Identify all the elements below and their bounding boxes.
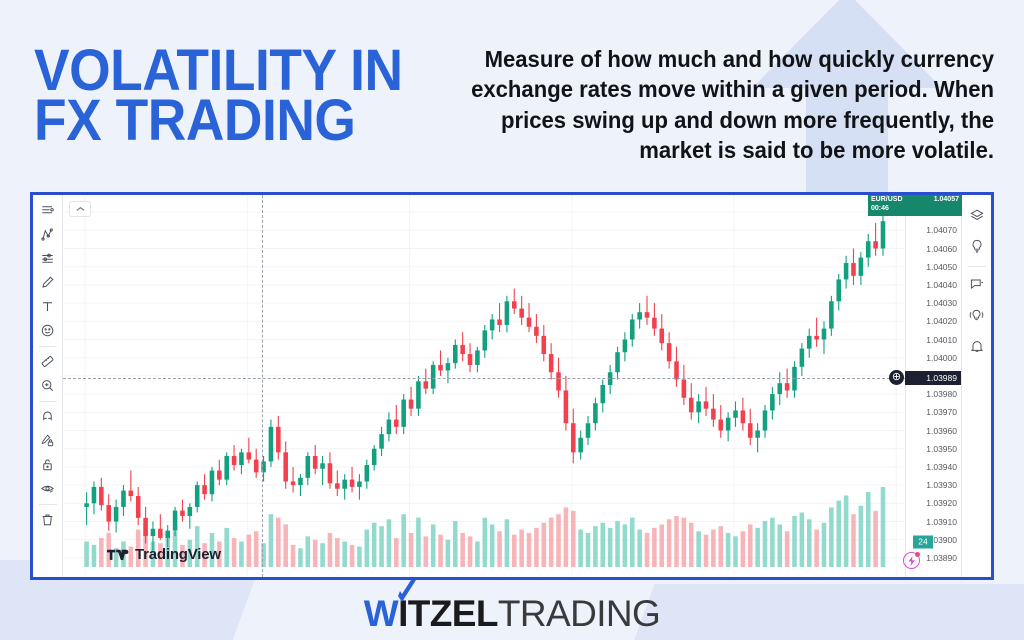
- price-tick-label: 1.03900: [926, 534, 957, 545]
- lightning-bolt-icon: [908, 555, 915, 566]
- brush-icon[interactable]: [36, 271, 60, 294]
- ideas-lightbulb-icon[interactable]: [965, 232, 989, 260]
- tradingview-logo[interactable]: TradingView: [107, 546, 221, 563]
- price-tick-label: 1.03920: [926, 498, 957, 509]
- price-tick-label: 1.03950: [926, 443, 957, 454]
- price-tick-label: 1.04060: [926, 243, 957, 254]
- alert-bell-icon[interactable]: [965, 332, 989, 360]
- logo-w-letter: W: [363, 593, 399, 634]
- broadcast-ideas-icon[interactable]: [965, 301, 989, 329]
- price-tick-label: 1.04070: [926, 225, 957, 236]
- watchlist-layers-icon[interactable]: [965, 201, 989, 229]
- check-arrow-icon: [397, 580, 416, 602]
- logo-trading: TRADING: [497, 593, 661, 634]
- price-tick-label: 1.03980: [926, 389, 957, 400]
- price-tick-label: 1.03960: [926, 425, 957, 436]
- toolbar-divider: [38, 346, 57, 347]
- chart-left-toolbar: [33, 195, 63, 577]
- toolbar-divider: [38, 504, 57, 505]
- trash-icon[interactable]: [36, 508, 60, 531]
- tradingview-logo-text: TradingView: [135, 546, 221, 563]
- bar-countdown-badge: 24: [913, 535, 933, 549]
- price-tick-label: 1.04030: [926, 298, 957, 309]
- crosshair-vertical-line: [262, 195, 264, 577]
- gann-fibonacci-icon[interactable]: [36, 247, 60, 270]
- notification-dot: [915, 552, 920, 557]
- chat-bubble-icon[interactable]: [965, 270, 989, 298]
- chart-canvas-area[interactable]: TradingView: [63, 195, 920, 577]
- symbol-label: EUR/USD: [871, 196, 903, 203]
- price-tick-label: 1.03930: [926, 480, 957, 491]
- symbol-price-badge: EUR/USD 1.04057 00:46: [868, 195, 962, 216]
- drawing-mode-lock-icon[interactable]: [36, 429, 60, 452]
- price-tick-label: 1.04000: [926, 352, 957, 363]
- replay-bolt-icon[interactable]: [903, 552, 920, 569]
- header: VOLATILITY IN FX TRADING Measure of how …: [0, 0, 1024, 188]
- current-price-badge: ⊕ 1.03989: [889, 369, 961, 385]
- witzel-trading-logo: WITZEL TRADING: [363, 580, 661, 635]
- price-tick-label: 1.03910: [926, 516, 957, 527]
- last-price-label: 1.04057: [933, 196, 959, 203]
- trading-chart-window: TradingView EUR/USD 1.04057 00:46 1.0408…: [30, 192, 994, 580]
- magnet-icon[interactable]: [36, 405, 60, 428]
- zoom-in-icon[interactable]: [36, 374, 60, 397]
- price-tick-label: 1.04050: [926, 261, 957, 272]
- price-tick-label: 1.03940: [926, 461, 957, 472]
- toolbar-divider: [967, 266, 986, 267]
- candlestick-chart[interactable]: [63, 195, 911, 577]
- price-tick-label: 1.04040: [926, 279, 957, 290]
- chart-right-toolbar: [961, 195, 991, 577]
- brand-footer: WITZEL TRADING: [0, 580, 1024, 636]
- text-icon[interactable]: [36, 295, 60, 318]
- tradingview-mark-icon: [107, 549, 129, 560]
- cursor-crosshair-icon[interactable]: [36, 199, 60, 222]
- price-tick-label: 1.03890: [926, 552, 957, 563]
- add-alert-plus-icon[interactable]: ⊕: [889, 369, 904, 385]
- page-subtitle: Measure of how much and how quickly curr…: [471, 46, 994, 163]
- price-scale-axis[interactable]: EUR/USD 1.04057 00:46 1.040801.040701.04…: [868, 195, 962, 577]
- crosshair-horizontal-line: [63, 377, 905, 379]
- toolbar-divider: [38, 401, 57, 402]
- measure-ruler-icon[interactable]: [36, 350, 60, 373]
- collapse-toolbar-chevron-up-icon[interactable]: [69, 201, 91, 217]
- trend-line-tools-icon[interactable]: [36, 223, 60, 246]
- logo-itzel: ITZEL: [398, 593, 498, 634]
- price-tick-label: 1.03970: [926, 407, 957, 418]
- current-price-label: 1.03989: [926, 372, 957, 383]
- price-tick-label: 1.04010: [926, 334, 957, 345]
- price-tick-label: 1.04020: [926, 316, 957, 327]
- emoji-icon[interactable]: [36, 319, 60, 342]
- bar-countdown-label: 00:46: [871, 204, 889, 212]
- logo-witzel: WITZEL: [363, 593, 499, 635]
- lock-icon[interactable]: [36, 453, 60, 476]
- eye-hide-icon[interactable]: [36, 477, 60, 500]
- page-title: VOLATILITY IN FX TRADING: [34, 38, 403, 153]
